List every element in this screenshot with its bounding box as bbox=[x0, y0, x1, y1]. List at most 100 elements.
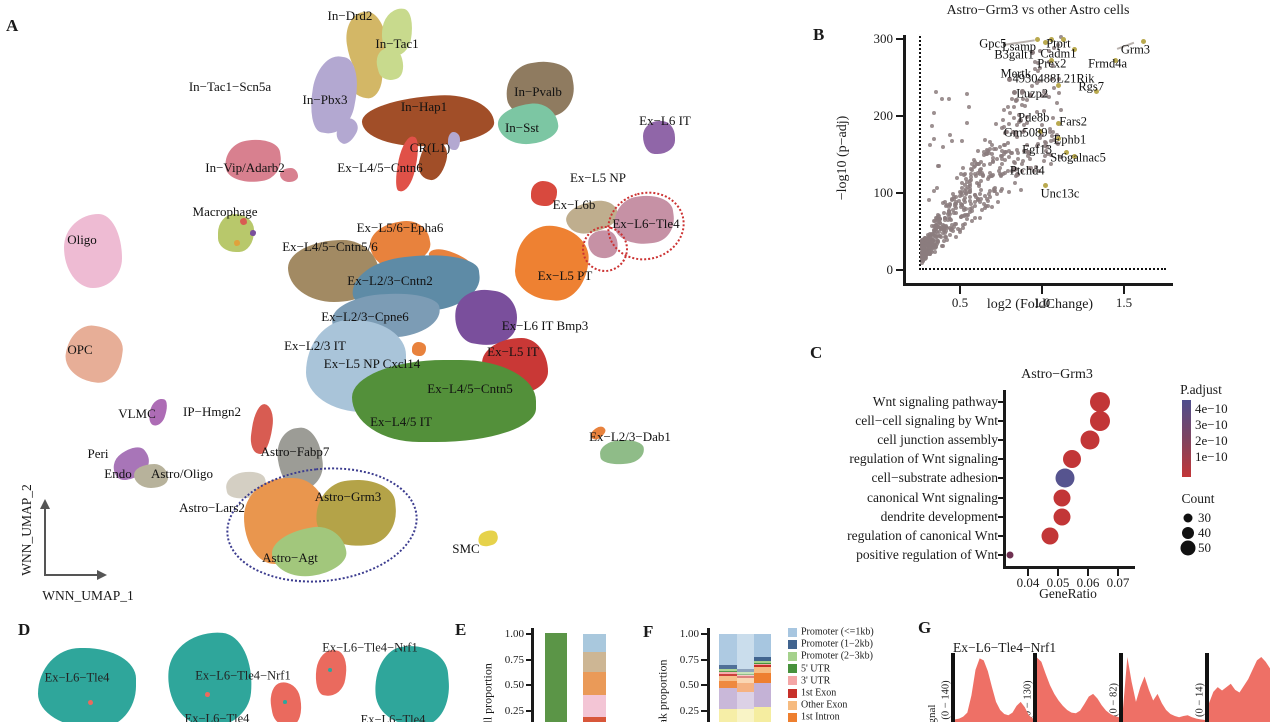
volcano-bg-point bbox=[979, 187, 984, 192]
dotplot-x-tick bbox=[1057, 569, 1059, 576]
umap-cluster-label: Ex−L6−Tle4 bbox=[612, 216, 680, 231]
cell-prop-bar-segment bbox=[583, 651, 606, 673]
volcano-bg-point bbox=[1047, 129, 1052, 134]
umap-a-x-arrowhead-icon bbox=[97, 570, 107, 580]
volcano-bg-point bbox=[942, 211, 947, 216]
padjust-tick-label: 3e−10 bbox=[1195, 417, 1228, 432]
volcano-bg-point bbox=[1000, 126, 1005, 131]
volcano-y-tick-label: 100 bbox=[873, 185, 894, 200]
dotplot-dot bbox=[1080, 430, 1100, 450]
cell-prop-bar-segment bbox=[583, 716, 606, 722]
volcano-bg-point bbox=[997, 144, 1002, 149]
volcano-bg-point bbox=[953, 203, 958, 208]
volcano-bg-point bbox=[973, 193, 978, 198]
volcano-gene-label: Grm3 bbox=[1120, 42, 1151, 57]
volcano-bg-point bbox=[944, 237, 949, 242]
peak-prop-bar-segment bbox=[736, 674, 754, 677]
dotplot-x-axis-label: GeneRatio bbox=[1039, 586, 1097, 601]
volcano-bg-point bbox=[987, 192, 992, 197]
umap-a-y-arrowhead-icon bbox=[40, 499, 50, 509]
peak-prop-bar-segment bbox=[736, 673, 754, 675]
volcano-bg-point bbox=[1012, 181, 1017, 186]
volcano-bg-point bbox=[932, 234, 937, 238]
volcano-x-tick-label: 0.5 bbox=[951, 295, 969, 310]
volcano-gene-label: Pde8b bbox=[1018, 110, 1050, 125]
volcano-y-axis-label: −log10 (p−adj) bbox=[835, 115, 850, 201]
volcano-point bbox=[1072, 153, 1078, 159]
volcano-bg-point bbox=[1038, 66, 1043, 71]
umap-cluster-label: Ex−L6 IT bbox=[639, 113, 691, 128]
volcano-bg-point bbox=[990, 143, 995, 148]
volcano-gene-label: Gpc5 bbox=[979, 36, 1007, 51]
volcano-bg-point bbox=[954, 199, 959, 204]
dotplot-row-tick bbox=[998, 534, 1004, 537]
volcano-bg-point bbox=[949, 197, 954, 202]
legend-swatch bbox=[788, 688, 797, 698]
cell-prop-bar-tle4 bbox=[545, 633, 567, 722]
volcano-gene-label: Cadm1 bbox=[1040, 46, 1077, 61]
dotplot-category-label: canonical Wnt signaling bbox=[867, 489, 998, 505]
volcano-bg-point bbox=[1014, 167, 1019, 172]
volcano-bg-point bbox=[1050, 129, 1055, 134]
legend-label: 3' UTR bbox=[801, 675, 831, 687]
volcano-bg-point bbox=[1036, 60, 1041, 65]
volcano-bg-point bbox=[1049, 76, 1054, 81]
coverage-signal-area bbox=[955, 658, 1033, 722]
dotplot-dot bbox=[1090, 411, 1110, 432]
volcano-bg-point bbox=[1049, 152, 1054, 157]
volcano-bg-point bbox=[969, 161, 974, 166]
volcano-bg-point bbox=[964, 217, 969, 222]
volcano-bg-point bbox=[950, 222, 955, 227]
volcano-bg-point bbox=[967, 194, 972, 199]
peak-prop-bar-segment bbox=[736, 669, 754, 673]
volcano-bg-point bbox=[1052, 86, 1057, 91]
volcano-gene-point bbox=[1011, 89, 1017, 95]
volcano-bg-point bbox=[947, 96, 952, 101]
volcano-bg-point bbox=[1001, 118, 1006, 123]
volcano-bg-point bbox=[949, 138, 954, 143]
umap-cluster-label: In−Hap1 bbox=[400, 99, 448, 114]
umap-a-x-axis-label: WNN_UMAP_1 bbox=[42, 588, 134, 603]
volcano-bg-point bbox=[932, 136, 937, 141]
umap-cluster-label: In−Vip/Adarb2 bbox=[205, 160, 285, 175]
volcano-bg-point bbox=[932, 111, 937, 116]
volcano-bg-point bbox=[937, 224, 942, 229]
volcano-bg-point bbox=[975, 197, 980, 202]
umap-cluster-label: Ex−L4/5−Cntn5 bbox=[427, 381, 513, 396]
count-legend-label: 40 bbox=[1198, 525, 1211, 540]
volcano-bg-point bbox=[964, 207, 969, 212]
volcano-bg-point bbox=[978, 216, 983, 221]
peak-prop-bar-segment bbox=[719, 665, 737, 669]
volcano-bg-point bbox=[932, 188, 937, 193]
volcano-bg-point bbox=[962, 183, 967, 188]
volcano-bg-point bbox=[951, 192, 956, 197]
peak-prop-bar-segment bbox=[753, 666, 771, 673]
volcano-bg-point bbox=[922, 243, 927, 248]
volcano-gene-point bbox=[1055, 121, 1061, 127]
panel-letter-a: A bbox=[6, 16, 19, 35]
legend-swatch bbox=[788, 651, 797, 661]
volcano-bg-point bbox=[942, 218, 947, 223]
volcano-bg-point bbox=[1040, 132, 1045, 137]
volcano-gene-label: Ptprt bbox=[1046, 36, 1071, 51]
volcano-gene-point bbox=[1060, 37, 1066, 43]
volcano-bg-point bbox=[972, 159, 977, 164]
volcano-bg-point bbox=[945, 203, 950, 208]
peak-prop-bar-segment bbox=[736, 634, 754, 670]
volcano-bg-point bbox=[1048, 139, 1053, 144]
umap-cluster-label: SMC bbox=[452, 541, 480, 556]
volcano-bg-point bbox=[948, 133, 953, 138]
volcano-bg-point bbox=[970, 208, 975, 213]
legend-label: Promoter (1−2kb) bbox=[801, 638, 874, 650]
volcano-bg-point bbox=[1012, 105, 1017, 110]
volcano-bg-point bbox=[983, 204, 988, 209]
dotplot-dot bbox=[1041, 527, 1059, 545]
count-legend-dot bbox=[1182, 527, 1194, 539]
volcano-bg-point bbox=[948, 228, 953, 233]
volcano-gene-label: Ephb1 bbox=[1053, 132, 1087, 147]
coverage-y-axis-label: Normalized signal bbox=[926, 705, 938, 722]
cell-prop-y-tick bbox=[526, 710, 532, 713]
volcano-x-tick bbox=[1041, 286, 1043, 294]
volcano-bg-point bbox=[1020, 103, 1025, 108]
